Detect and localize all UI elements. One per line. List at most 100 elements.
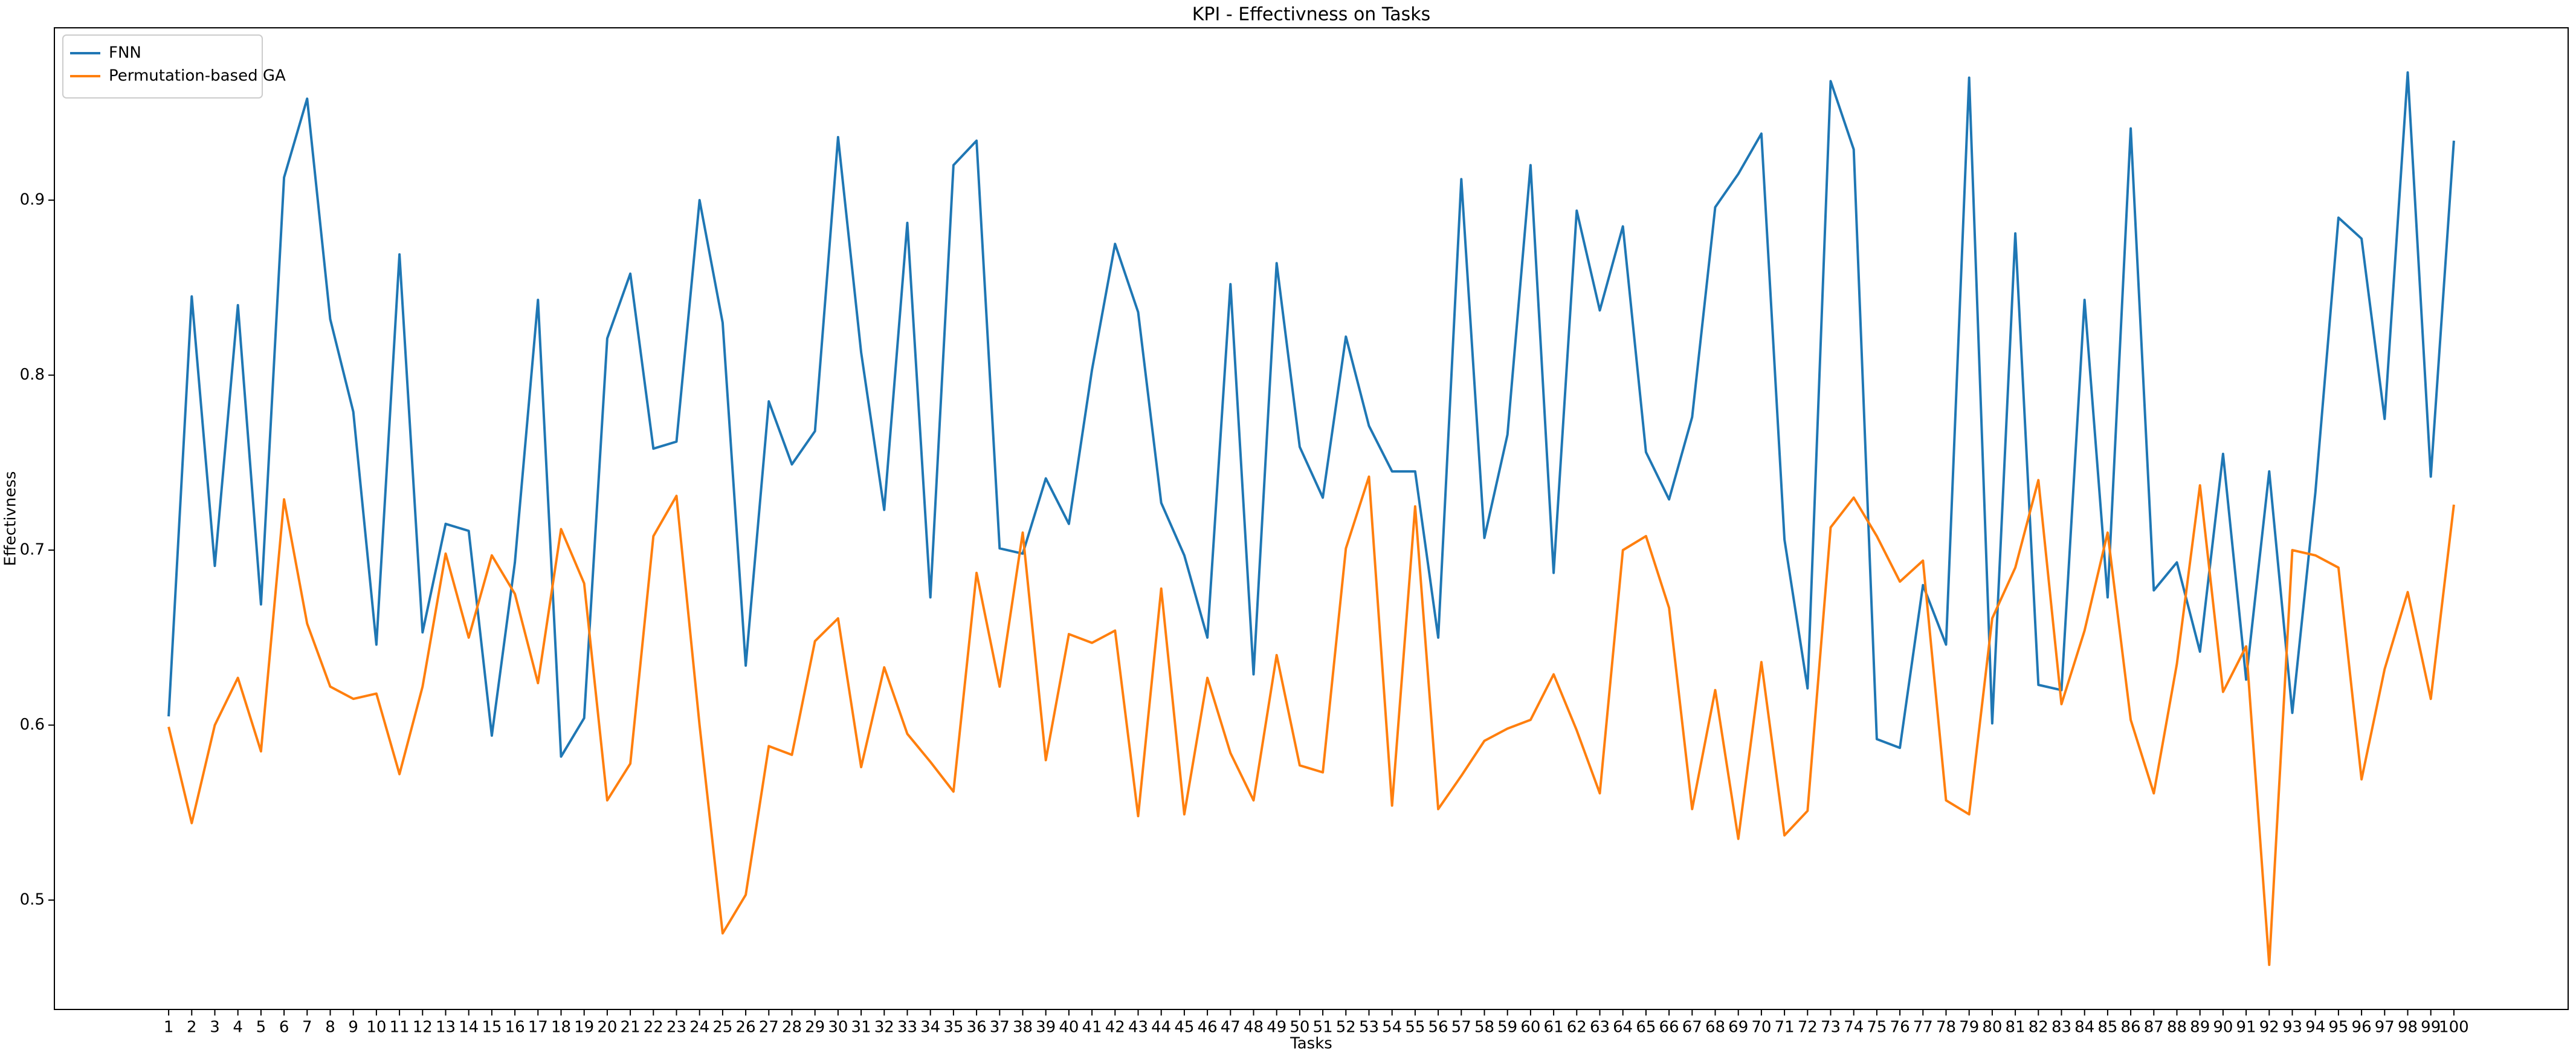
x-tick-label: 13 — [436, 1019, 456, 1037]
x-tick-label: 86 — [2121, 1019, 2141, 1037]
x-tick-label: 41 — [1082, 1019, 1102, 1037]
x-tick-label: 89 — [2190, 1019, 2210, 1037]
y-tick-label: 0.6 — [20, 716, 45, 734]
x-tick-label: 9 — [348, 1019, 358, 1037]
x-tick-label: 42 — [1105, 1019, 1125, 1037]
x-tick-label: 19 — [574, 1019, 594, 1037]
x-tick-label: 11 — [390, 1019, 410, 1037]
x-tick-label: 21 — [621, 1019, 641, 1037]
x-tick-label: 66 — [1659, 1019, 1679, 1037]
x-tick-label: 77 — [1913, 1019, 1933, 1037]
x-tick-label: 25 — [712, 1019, 732, 1037]
x-tick-label: 70 — [1751, 1019, 1771, 1037]
x-tick-label: 64 — [1613, 1019, 1633, 1037]
x-tick-label: 44 — [1151, 1019, 1171, 1037]
x-tick-label: 40 — [1059, 1019, 1079, 1037]
x-tick-label: 3 — [210, 1019, 220, 1037]
x-tick-label: 79 — [1959, 1019, 1979, 1037]
x-tick-label: 91 — [2236, 1019, 2256, 1037]
x-tick-label: 12 — [413, 1019, 433, 1037]
x-tick-label: 30 — [828, 1019, 848, 1037]
x-tick-label: 82 — [2029, 1019, 2048, 1037]
x-tick-label: 23 — [667, 1019, 686, 1037]
x-tick-label: 39 — [1036, 1019, 1056, 1037]
y-tick-label: 0.7 — [20, 541, 45, 559]
x-tick-label: 57 — [1451, 1019, 1471, 1037]
x-tick-label: 1 — [164, 1019, 174, 1037]
x-tick-label: 32 — [874, 1019, 894, 1037]
x-tick-label: 47 — [1221, 1019, 1241, 1037]
x-tick-label: 97 — [2375, 1019, 2395, 1037]
x-tick-label: 29 — [805, 1019, 825, 1037]
x-tick-label: 60 — [1520, 1019, 1540, 1037]
x-tick-label: 34 — [920, 1019, 940, 1037]
x-tick-label: 65 — [1636, 1019, 1656, 1037]
x-tick-label: 74 — [1844, 1019, 1864, 1037]
x-tick-label: 2 — [187, 1019, 197, 1037]
x-tick-label: 93 — [2282, 1019, 2302, 1037]
x-tick-label: 33 — [897, 1019, 917, 1037]
y-axis-label: Effectivness — [2, 471, 20, 566]
x-tick-label: 35 — [943, 1019, 963, 1037]
x-tick-label: 31 — [851, 1019, 871, 1037]
x-tick-label: 83 — [2051, 1019, 2071, 1037]
x-tick-label: 43 — [1128, 1019, 1148, 1037]
x-tick-label: 99 — [2421, 1019, 2441, 1037]
x-tick-label: 28 — [782, 1019, 802, 1037]
x-tick-label: 59 — [1497, 1019, 1517, 1037]
x-tick-label: 72 — [1798, 1019, 1818, 1037]
x-axis-label: Tasks — [1290, 1035, 1332, 1053]
x-tick-label: 37 — [990, 1019, 1010, 1037]
x-tick-label: 98 — [2398, 1019, 2418, 1037]
x-tick-label: 16 — [505, 1019, 525, 1037]
x-tick-label: 26 — [736, 1019, 756, 1037]
x-tick-label: 80 — [1982, 1019, 2002, 1037]
x-tick-label: 8 — [325, 1019, 335, 1037]
x-tick-label: 53 — [1359, 1019, 1379, 1037]
chart-title: KPI - Effectivness on Tasks — [1192, 4, 1430, 25]
y-tick-label: 0.5 — [20, 891, 45, 909]
x-tick-label: 52 — [1336, 1019, 1356, 1037]
x-tick-label: 87 — [2144, 1019, 2164, 1037]
x-tick-label: 14 — [459, 1019, 479, 1037]
plot-frame — [54, 27, 2569, 1010]
x-tick-label: 55 — [1405, 1019, 1425, 1037]
x-tick-label: 95 — [2328, 1019, 2348, 1037]
x-tick-label: 22 — [644, 1019, 663, 1037]
x-tick-label: 100 — [2439, 1019, 2469, 1037]
x-tick-label: 90 — [2213, 1019, 2233, 1037]
x-tick-label: 85 — [2097, 1019, 2117, 1037]
x-tick-label: 94 — [2305, 1019, 2325, 1037]
x-tick-label: 56 — [1428, 1019, 1448, 1037]
x-tick-label: 84 — [2074, 1019, 2094, 1037]
x-tick-label: 17 — [528, 1019, 548, 1037]
x-tick-label: 96 — [2352, 1019, 2372, 1037]
x-tick-label: 5 — [256, 1019, 266, 1037]
x-tick-label: 63 — [1590, 1019, 1610, 1037]
x-tick-label: 67 — [1682, 1019, 1702, 1037]
x-tick-label: 18 — [551, 1019, 571, 1037]
x-tick-label: 69 — [1728, 1019, 1748, 1037]
x-tick-label: 20 — [597, 1019, 617, 1037]
legend-label: Permutation-based GA — [109, 67, 286, 85]
x-tick-label: 68 — [1705, 1019, 1725, 1037]
x-tick-label: 58 — [1474, 1019, 1494, 1037]
x-tick-label: 15 — [482, 1019, 502, 1037]
x-tick-label: 10 — [366, 1019, 386, 1037]
x-tick-label: 73 — [1821, 1019, 1841, 1037]
series-line — [167, 71, 2455, 758]
x-tick-label: 51 — [1313, 1019, 1333, 1037]
x-tick-label: 81 — [2006, 1019, 2026, 1037]
x-tick-label: 6 — [279, 1019, 289, 1037]
x-tick-label: 4 — [233, 1019, 243, 1037]
x-tick-label: 54 — [1382, 1019, 1402, 1037]
x-tick-label: 38 — [1013, 1019, 1033, 1037]
y-tick-label: 0.9 — [20, 191, 45, 209]
x-tick-label: 48 — [1244, 1019, 1264, 1037]
series-line — [167, 475, 2455, 967]
y-tick-label: 0.8 — [20, 366, 45, 384]
x-tick-label: 45 — [1174, 1019, 1194, 1037]
x-tick-label: 76 — [1890, 1019, 1910, 1037]
